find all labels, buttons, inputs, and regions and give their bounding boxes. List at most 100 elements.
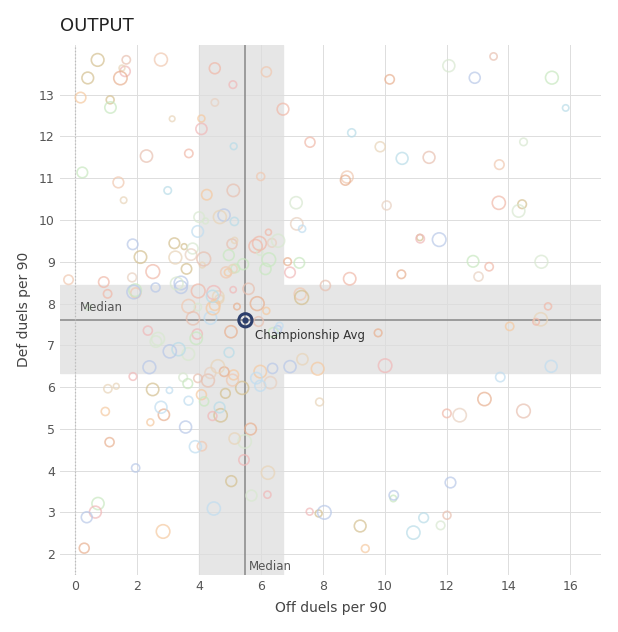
Point <box>519 137 528 147</box>
Point <box>505 321 515 331</box>
Point <box>111 381 121 391</box>
Point <box>255 380 265 391</box>
Point <box>114 178 124 188</box>
Point <box>197 260 207 270</box>
Point <box>536 314 546 324</box>
Point <box>227 239 237 249</box>
Point <box>274 321 284 331</box>
Point <box>178 372 188 382</box>
Point <box>226 327 236 337</box>
Point <box>148 267 158 277</box>
Point <box>226 476 236 486</box>
Point <box>130 463 140 473</box>
Point <box>252 373 261 383</box>
Y-axis label: Def duels per 90: Def duels per 90 <box>17 252 31 367</box>
Point <box>297 354 307 364</box>
Point <box>93 499 103 509</box>
Point <box>313 363 323 374</box>
Point <box>100 406 110 416</box>
Point <box>130 285 140 295</box>
Point <box>255 367 265 377</box>
Point <box>519 406 528 416</box>
Point <box>202 190 212 200</box>
Point <box>90 507 100 517</box>
Point <box>261 67 271 77</box>
Point <box>193 286 203 296</box>
Point <box>373 328 383 338</box>
Point <box>194 212 204 222</box>
Point <box>253 317 263 327</box>
Point <box>188 313 198 324</box>
Point <box>93 55 103 65</box>
Point <box>536 257 546 267</box>
Point <box>230 434 240 444</box>
Point <box>347 128 357 138</box>
Point <box>442 510 452 520</box>
Point <box>208 411 218 421</box>
Point <box>169 238 179 248</box>
Point <box>184 149 194 159</box>
Point <box>263 468 273 478</box>
Point <box>229 370 239 380</box>
Point <box>360 544 370 554</box>
Point <box>208 303 218 313</box>
Point <box>203 375 213 386</box>
Point <box>208 291 218 301</box>
Point <box>252 298 262 308</box>
Point <box>517 199 527 209</box>
Point <box>455 410 465 420</box>
Point <box>151 336 161 346</box>
Point <box>228 80 238 90</box>
Point <box>231 264 240 274</box>
Point <box>213 362 222 372</box>
Point <box>142 151 151 161</box>
Point <box>546 362 556 372</box>
Point <box>240 315 250 325</box>
Point <box>182 264 192 274</box>
Point <box>82 512 91 522</box>
Point <box>229 216 239 226</box>
Point <box>167 114 177 124</box>
Point <box>219 367 229 377</box>
Point <box>156 54 166 64</box>
Point <box>176 278 186 288</box>
Point <box>496 372 506 382</box>
Point <box>285 267 295 277</box>
Point <box>273 236 283 246</box>
Point <box>77 167 87 178</box>
Point <box>117 63 127 73</box>
Point <box>380 361 390 371</box>
Point <box>209 288 219 298</box>
Point <box>251 241 261 252</box>
Point <box>415 233 425 243</box>
Point <box>209 504 219 514</box>
Point <box>305 507 315 517</box>
Point <box>389 490 399 501</box>
Point <box>99 277 109 287</box>
Point <box>278 104 288 114</box>
Point <box>184 396 193 406</box>
Point <box>83 73 93 83</box>
Point <box>103 289 112 299</box>
Text: Championship Avg: Championship Avg <box>255 329 365 342</box>
Point <box>105 95 115 105</box>
Point <box>164 386 174 396</box>
Point <box>183 379 193 389</box>
Point <box>408 528 418 538</box>
Point <box>210 300 220 310</box>
Point <box>221 388 231 398</box>
Point <box>206 313 216 323</box>
Point <box>129 287 138 297</box>
Point <box>382 200 392 210</box>
Point <box>239 455 249 465</box>
Point <box>79 543 89 553</box>
Point <box>197 124 206 134</box>
Text: OUTPUT: OUTPUT <box>60 16 133 35</box>
Point <box>186 250 196 260</box>
Point <box>264 255 274 265</box>
Point <box>397 154 407 164</box>
Point <box>145 417 155 427</box>
Point <box>128 240 138 250</box>
Point <box>240 315 250 325</box>
Point <box>188 243 198 253</box>
